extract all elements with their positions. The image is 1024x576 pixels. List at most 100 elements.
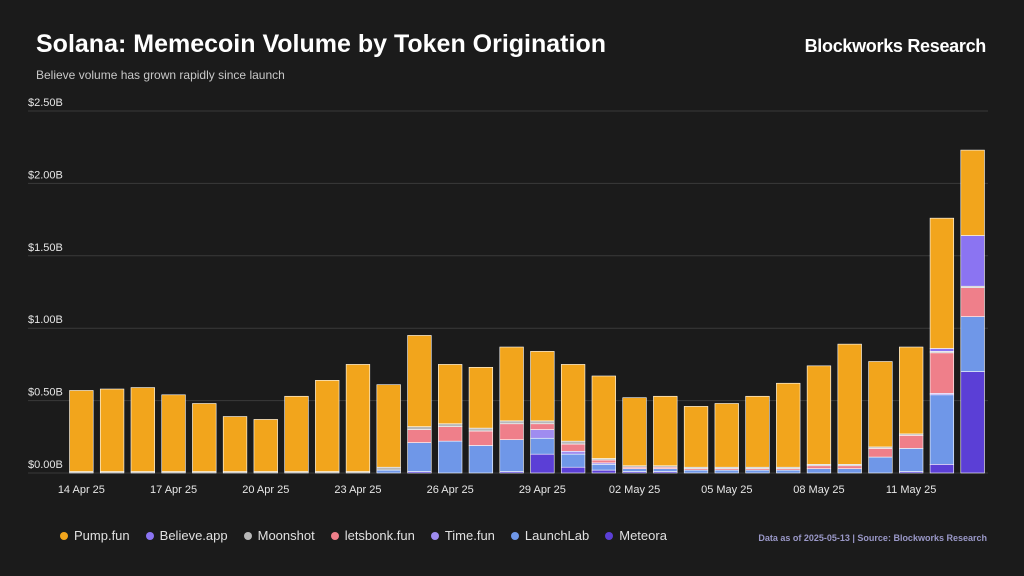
bar-segment-letsbonk-fun — [837, 465, 862, 469]
bar-segment-pump-fun — [407, 335, 432, 427]
bar-segment-pump-fun — [222, 416, 248, 472]
x-tick-label: 29 Apr 25 — [519, 484, 566, 496]
bar-segment-launchlab — [868, 456, 893, 474]
bar-segment-launchlab — [837, 468, 862, 474]
bar-segment-launchlab — [683, 469, 709, 474]
bar-segment-letsbonk-fun — [499, 423, 524, 440]
bar-segment-pump-fun — [776, 382, 801, 468]
x-tick-label: 23 Apr 25 — [334, 484, 381, 496]
legend-swatch — [510, 531, 519, 540]
bar-segment-moonshot — [468, 427, 494, 432]
bar-segment-pump-fun — [468, 366, 494, 429]
bar-segment-launchlab — [622, 468, 647, 472]
bar-segment-pump-fun — [683, 406, 709, 468]
legend-label: Time.fun — [444, 528, 495, 543]
source-note: Data as of 2025-05-13 | Source: Blockwor… — [758, 533, 987, 543]
bar-segment-launchlab — [407, 442, 432, 472]
bar-segment-letsbonk-fun — [806, 465, 832, 469]
bar-segment-pump-fun — [837, 343, 862, 465]
bar-segment-pump-fun — [622, 397, 647, 467]
bar-segment-pump-fun — [899, 346, 924, 435]
legend-item: Believe.app — [145, 528, 228, 543]
legend-label: letsbonk.fun — [344, 528, 415, 543]
bar-segment-launchlab — [438, 440, 463, 474]
legend-swatch — [430, 531, 439, 540]
chart-legend: Pump.fun Believe.app Moonshot letsbonk.fun T… — [60, 528, 667, 543]
bar-segment-pump-fun — [868, 361, 893, 448]
x-tick-label: 05 May 25 — [701, 484, 752, 496]
bar-segment-time-fun — [530, 429, 555, 439]
bar-segment-letsbonk-fun — [960, 287, 985, 317]
x-tick-label: 20 Apr 25 — [242, 484, 289, 496]
bar-segment-meteora — [560, 466, 586, 474]
bar-segment-launchlab — [776, 469, 801, 474]
bar-segment-pump-fun — [591, 375, 616, 459]
x-tick-label: 11 May 25 — [886, 484, 937, 496]
legend-label: Moonshot — [257, 528, 315, 543]
bar-segment-letsbonk-fun — [560, 443, 586, 452]
bar-segment-moonshot — [499, 420, 524, 425]
x-tick-label: 17 Apr 25 — [150, 484, 197, 496]
legend-swatch — [605, 531, 614, 540]
legend-item: Pump.fun — [60, 528, 130, 543]
legend-swatch — [60, 531, 68, 540]
bar-segment-launchlab — [468, 445, 494, 474]
legend-swatch — [145, 531, 154, 540]
bar-segment-launchlab — [560, 453, 586, 468]
bar-segment-launchlab — [806, 468, 832, 474]
legend-item: letsbonk.fun — [330, 528, 415, 543]
legend-swatch — [330, 531, 339, 540]
legend-label: LaunchLab — [524, 528, 590, 543]
bar-segment-time-fun — [560, 450, 586, 455]
bar-segment-launchlab — [530, 437, 555, 455]
brand-logo-text: Blockworks Research — [804, 36, 987, 56]
bar-segment-pump-fun — [560, 364, 586, 442]
bar-segment-launchlab — [960, 316, 985, 372]
chart-title: Solana: Memecoin Volume by Token Origina… — [36, 30, 606, 58]
bar-segment-pump-fun — [806, 365, 832, 465]
bar-segment-letsbonk-fun — [899, 435, 924, 449]
bar-segment-launchlab — [714, 469, 739, 474]
bar-segment-pump-fun — [315, 380, 340, 472]
bar-segment-launchlab — [745, 469, 770, 474]
legend-item: Time.fun — [430, 528, 495, 543]
bar-segment-pump-fun — [745, 395, 770, 468]
bar-segment-pump-fun — [130, 387, 155, 472]
bar-segment-pump-fun — [253, 419, 278, 472]
bar-segment-pump-fun — [960, 149, 985, 236]
x-tick-label: 08 May 25 — [793, 484, 844, 496]
bar-segment-meteora — [591, 469, 616, 474]
y-tick-label: $2.00B — [28, 169, 63, 181]
x-tick-label: 14 Apr 25 — [58, 484, 105, 496]
bar-segment-moonshot — [376, 466, 401, 471]
bar-segment-letsbonk-fun — [929, 352, 955, 394]
y-tick-label: $2.50B — [28, 97, 63, 109]
bar-segment-pump-fun — [438, 364, 463, 425]
bar-segment-meteora — [960, 371, 985, 474]
bar-segment-pump-fun — [499, 346, 524, 422]
legend-label: Believe.app — [159, 528, 228, 543]
legend-label: Meteora — [619, 528, 667, 543]
bar-segment-pump-fun — [284, 395, 309, 472]
chart-subtitle: Believe volume has grown rapidly since l… — [36, 68, 285, 82]
bar-segment-pump-fun — [929, 217, 955, 349]
legend-item: LaunchLab — [510, 528, 590, 543]
bar-segment-pump-fun — [714, 403, 739, 468]
bar-segment-pump-fun — [192, 403, 217, 472]
legend-label: Pump.fun — [74, 528, 130, 543]
bar-segment-launchlab — [591, 464, 616, 471]
bar-segment-pump-fun — [530, 351, 555, 422]
bar-segment-letsbonk-fun — [530, 423, 555, 430]
bar-segment-meteora — [929, 464, 955, 474]
x-tick-label: 26 Apr 25 — [427, 484, 474, 496]
legend-item: Moonshot — [243, 528, 315, 543]
y-tick-label: $0.00B — [28, 459, 63, 471]
bar-segment-pump-fun — [376, 384, 401, 468]
bar-segment-moonshot — [407, 426, 432, 430]
legend-item: Meteora — [605, 528, 667, 543]
y-tick-label: $0.50B — [28, 387, 63, 399]
bar-segment-pump-fun — [653, 395, 678, 467]
bar-segment-launchlab — [499, 439, 524, 472]
bar-segment-letsbonk-fun — [591, 459, 616, 464]
